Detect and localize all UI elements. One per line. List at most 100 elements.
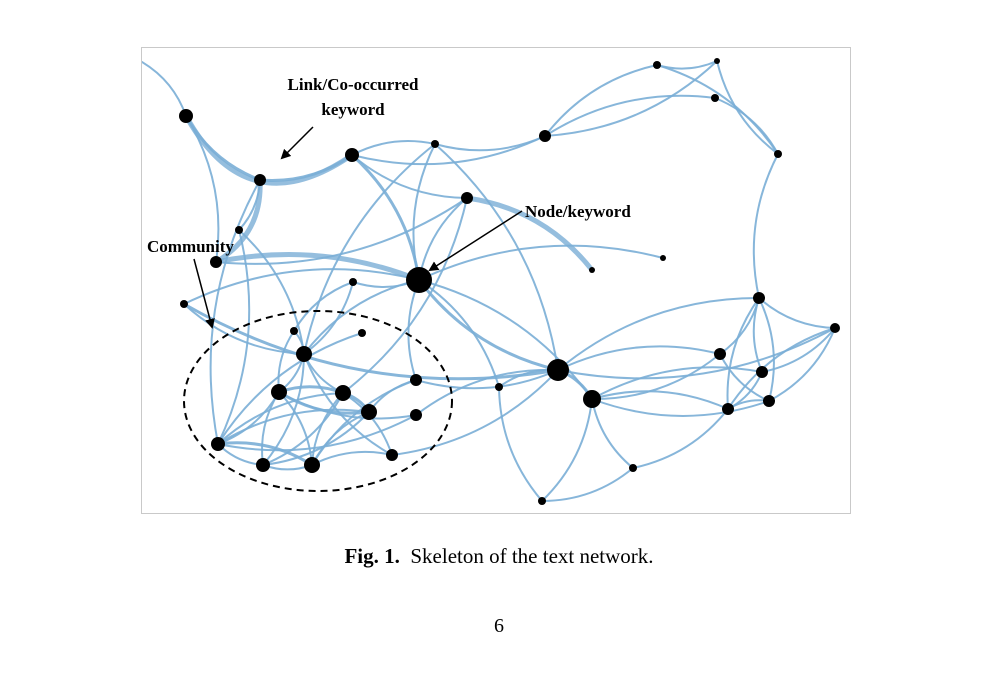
edge (498, 386, 543, 502)
annotation-link-line1: Link/Co-occurred (288, 75, 420, 94)
edge (311, 392, 344, 466)
annotation-community-arrow (193, 258, 215, 329)
edge (752, 153, 779, 299)
edge (217, 414, 417, 452)
node (763, 395, 775, 407)
node (179, 109, 193, 123)
node (271, 384, 287, 400)
node (180, 300, 188, 308)
edge (761, 327, 836, 373)
edge (351, 140, 436, 156)
node (589, 267, 595, 273)
edge (591, 353, 721, 401)
edge (412, 143, 436, 281)
edge (418, 279, 500, 388)
community-outline (183, 310, 453, 492)
edge (184, 114, 262, 182)
caption-text: Skeleton of the text network. (410, 544, 654, 568)
edge (541, 398, 593, 502)
node (538, 497, 546, 505)
node (296, 346, 312, 362)
edge (557, 296, 760, 371)
edge (258, 153, 354, 182)
node (410, 374, 422, 386)
edge (238, 229, 305, 355)
page-number: 6 (494, 615, 504, 637)
edge (278, 391, 417, 420)
network-graph: Link/Co-occurred keyword Node/keyword Co… (142, 58, 840, 505)
node (406, 267, 432, 293)
edge (277, 330, 295, 393)
node (756, 366, 768, 378)
edge (217, 408, 370, 445)
node (410, 409, 422, 421)
node (349, 278, 357, 286)
node (653, 61, 661, 69)
node (335, 385, 351, 401)
edge (213, 251, 422, 283)
edge (714, 97, 779, 155)
edge (368, 379, 417, 413)
figure-caption: Fig. 1. Skeleton of the text network. (0, 544, 998, 569)
edge (544, 94, 716, 137)
edge (303, 279, 420, 355)
node (711, 94, 719, 102)
edge (752, 297, 763, 373)
edge (142, 61, 187, 117)
edge (213, 177, 263, 265)
edge (768, 327, 836, 402)
annotation-link-arrow (280, 126, 314, 160)
edge (417, 278, 560, 372)
node (629, 464, 637, 472)
node (722, 403, 734, 415)
edge (758, 297, 836, 329)
node (539, 130, 551, 142)
node (714, 58, 720, 64)
edge (217, 229, 251, 445)
annotation-link-line2: keyword (321, 100, 385, 119)
annotation-community: Community (147, 237, 234, 256)
edge (434, 135, 546, 152)
edge (262, 392, 344, 466)
edge (557, 327, 836, 380)
edge (217, 332, 363, 445)
edge (464, 195, 595, 273)
edge (591, 398, 770, 417)
edge (217, 392, 344, 445)
node (547, 359, 569, 381)
edge (418, 244, 664, 281)
edge (351, 154, 468, 199)
edge (303, 281, 354, 355)
node (386, 449, 398, 461)
edge (215, 197, 468, 265)
edge (544, 64, 658, 137)
edge (632, 408, 729, 469)
node (235, 226, 243, 234)
node (358, 329, 366, 337)
node (774, 150, 782, 158)
node (345, 148, 359, 162)
edge (182, 302, 560, 381)
caption-label: Fig. 1. (344, 544, 400, 568)
node (461, 192, 473, 204)
edge (183, 268, 420, 305)
annotation-node-arrow (428, 210, 523, 272)
network-edges (142, 60, 836, 502)
edge (407, 279, 420, 381)
edge (415, 369, 559, 390)
network-nodes (179, 58, 840, 505)
edge (557, 345, 721, 371)
edge (656, 64, 779, 155)
edge (591, 390, 729, 410)
node (830, 323, 840, 333)
node (495, 383, 503, 391)
node (431, 140, 439, 148)
edge (209, 179, 261, 445)
edge (342, 197, 468, 394)
edge (758, 297, 775, 402)
network-figure: Link/Co-occurred keyword Node/keyword Co… (141, 47, 851, 514)
edge (303, 143, 436, 355)
edge (311, 450, 393, 466)
edge (591, 366, 763, 400)
node (210, 256, 222, 268)
